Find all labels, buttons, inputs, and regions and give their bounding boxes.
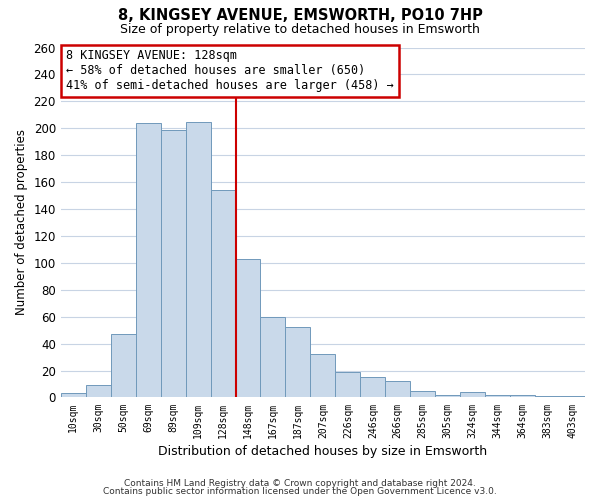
Bar: [361, 378, 385, 398]
Bar: [460, 392, 485, 398]
Text: 8 KINGSEY AVENUE: 128sqm
← 58% of detached houses are smaller (650)
41% of semi-: 8 KINGSEY AVENUE: 128sqm ← 58% of detach…: [66, 49, 394, 92]
Bar: [485, 395, 510, 398]
Bar: [385, 382, 410, 398]
Bar: [286, 328, 310, 398]
Bar: [510, 395, 535, 398]
Bar: [61, 394, 86, 398]
Bar: [310, 354, 335, 398]
Bar: [136, 123, 161, 398]
Bar: [535, 396, 560, 398]
Y-axis label: Number of detached properties: Number of detached properties: [15, 130, 28, 316]
Bar: [161, 130, 185, 398]
X-axis label: Distribution of detached houses by size in Emsworth: Distribution of detached houses by size …: [158, 444, 487, 458]
Bar: [335, 372, 361, 398]
Bar: [111, 334, 136, 398]
Text: Contains HM Land Registry data © Crown copyright and database right 2024.: Contains HM Land Registry data © Crown c…: [124, 478, 476, 488]
Bar: [185, 122, 211, 398]
Text: Size of property relative to detached houses in Emsworth: Size of property relative to detached ho…: [120, 22, 480, 36]
Text: 8, KINGSEY AVENUE, EMSWORTH, PO10 7HP: 8, KINGSEY AVENUE, EMSWORTH, PO10 7HP: [118, 8, 482, 22]
Bar: [260, 316, 286, 398]
Bar: [211, 190, 236, 398]
Bar: [86, 386, 111, 398]
Bar: [560, 396, 585, 398]
Bar: [410, 390, 435, 398]
Bar: [236, 259, 260, 398]
Bar: [435, 395, 460, 398]
Text: Contains public sector information licensed under the Open Government Licence v3: Contains public sector information licen…: [103, 487, 497, 496]
